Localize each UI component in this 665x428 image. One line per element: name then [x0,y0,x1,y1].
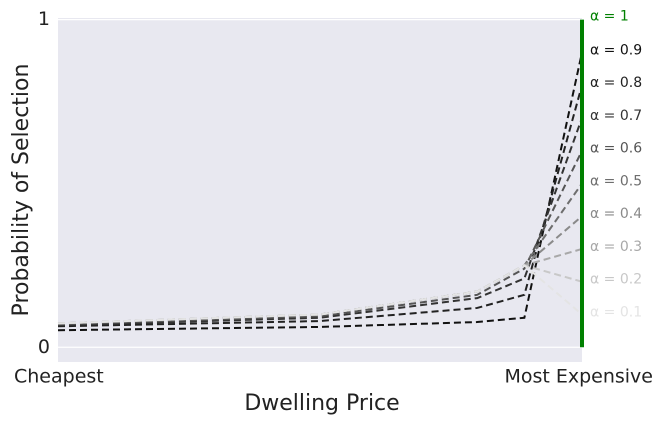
x-tick-label: Most Expensive [504,366,653,388]
legend-label: α = 0.2 [590,272,642,288]
legend-label: α = 1 [590,9,629,25]
legend-label: α = 0.5 [590,173,642,189]
plot-area [58,18,582,362]
y-axis-label: Probability of Selection [9,64,34,317]
y-tick-label: 0 [38,336,50,358]
x-axis-label: Dwelling Price [244,391,399,416]
legend-label: α = 0.9 [590,42,642,58]
series-line [57,52,583,332]
series-line [57,264,583,325]
series-line [57,150,583,326]
series-line [57,117,583,327]
y-tick-label: 1 [38,8,50,30]
x-tick-label: Cheapest [14,366,104,388]
legend-label: α = 0.3 [590,239,642,255]
legend-label: α = 0.6 [590,141,642,157]
legend-label: α = 0.1 [590,304,642,320]
legend-label: α = 0.8 [590,75,642,91]
legend-label: α = 0.4 [590,206,642,222]
legend-label: α = 0.7 [590,108,642,124]
